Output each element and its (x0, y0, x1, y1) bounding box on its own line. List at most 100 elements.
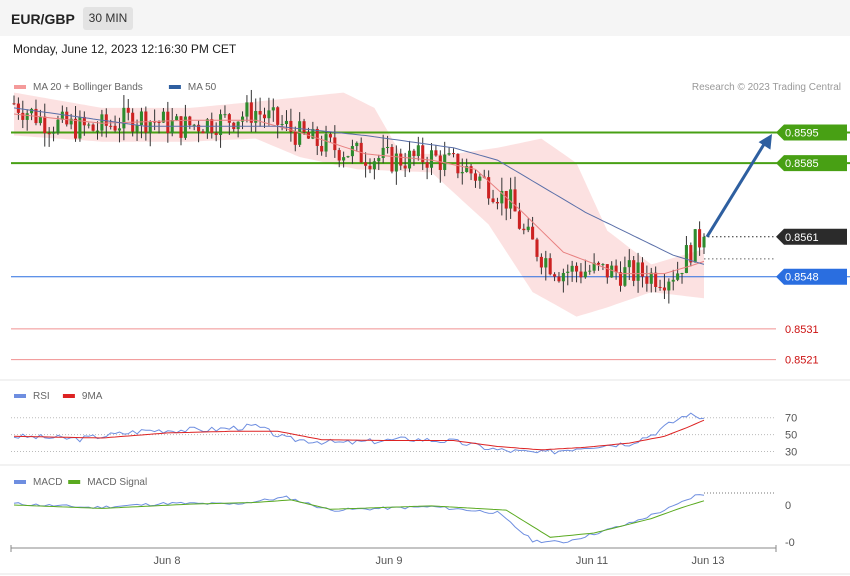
candle (588, 264, 592, 275)
legend-swatch (68, 480, 81, 484)
candle (197, 120, 201, 143)
candle (693, 228, 697, 263)
candle-body (654, 272, 658, 287)
candle (25, 109, 29, 131)
candle (561, 268, 565, 293)
level-badge (776, 268, 847, 285)
candle-body (65, 111, 69, 125)
candle (52, 126, 56, 142)
candle (372, 158, 376, 180)
candle (689, 242, 693, 267)
level-label: 0.8585 (785, 158, 819, 170)
legend-label: MA 20 + Bollinger Bands (33, 82, 143, 93)
candle-body (658, 286, 662, 288)
legend-label: MA 50 (188, 82, 217, 93)
candle-body (544, 258, 548, 268)
candle-body (95, 130, 100, 132)
candle-body (671, 279, 675, 282)
candle (276, 106, 280, 139)
candle-body (421, 145, 425, 163)
candle (478, 173, 482, 189)
datetime-label: Monday, June 12, 2023 12:16:30 PM CET (13, 42, 237, 56)
candle-body (364, 162, 368, 166)
candle (403, 152, 407, 178)
candle (535, 237, 539, 262)
candle-body (623, 267, 627, 286)
candle (451, 148, 456, 158)
macd-panel: MACD MACD Signal 0 -0 (13, 477, 795, 549)
candle-body (342, 157, 346, 161)
candle (69, 113, 73, 130)
candle-body (596, 262, 601, 265)
candle-body (56, 119, 60, 133)
candle-body (271, 107, 275, 111)
candle-body (166, 111, 170, 134)
rsi-9ma-line (13, 419, 705, 451)
candle (390, 144, 394, 174)
candle-body (267, 110, 271, 119)
candle (645, 265, 649, 292)
symbol-title: EUR/GBP (11, 11, 75, 27)
rsi-tick-label: 50 (785, 430, 797, 442)
candle-body (500, 190, 504, 204)
timeframe-button[interactable]: 30 MIN (83, 7, 133, 30)
candle-body (680, 273, 684, 275)
candle-body (495, 202, 499, 204)
candle (487, 170, 491, 205)
candle-body (579, 271, 583, 278)
candle-body (588, 270, 592, 272)
candle-body (47, 133, 51, 135)
level-label: 0.8531 (785, 324, 819, 336)
candle-body (539, 256, 543, 268)
candle (355, 141, 359, 152)
candle (623, 256, 627, 287)
candle-body (262, 114, 267, 119)
candle-body (73, 118, 78, 139)
candle-body (698, 229, 702, 248)
time-tick-label: Jun 13 (691, 555, 724, 567)
candle (47, 127, 51, 147)
legend-swatch (14, 480, 26, 484)
ma20-line (13, 113, 705, 275)
candle (667, 278, 671, 304)
candle-body (526, 226, 530, 231)
forecast-arrow (705, 140, 768, 238)
candle-body (649, 272, 653, 284)
candle-body (254, 111, 258, 123)
candle-body (377, 157, 381, 162)
candle-body (645, 276, 649, 284)
candle-body (557, 276, 561, 282)
candle-body (104, 114, 108, 126)
candle-body (465, 166, 469, 172)
candle (408, 140, 412, 173)
candle-body (280, 124, 284, 126)
candle-body (509, 189, 513, 209)
level-label: 0.8548 (785, 272, 819, 284)
time-tick-label: Jun 11 (576, 555, 608, 567)
macd-tick-label: 0 (785, 500, 791, 512)
candle (95, 121, 100, 140)
candle (346, 155, 350, 158)
candle (658, 279, 662, 291)
legend-label: 9MA (82, 391, 103, 402)
candle-body (346, 156, 350, 158)
candle-body (245, 102, 249, 117)
candle (328, 131, 332, 143)
candle (610, 261, 614, 278)
candle-body (535, 239, 539, 257)
candle-body (610, 265, 614, 278)
candle-body (676, 273, 680, 280)
candle (188, 115, 192, 130)
candle (649, 267, 653, 293)
candle (425, 156, 429, 180)
candle (465, 158, 469, 173)
candle-body (368, 165, 372, 170)
candle (337, 147, 341, 168)
candle-body (504, 190, 508, 209)
rsi-tick-label: 30 (785, 447, 797, 459)
candle (135, 119, 139, 141)
candle (640, 257, 645, 288)
candle (267, 97, 271, 126)
candle (575, 262, 579, 283)
candle-body (531, 226, 535, 240)
